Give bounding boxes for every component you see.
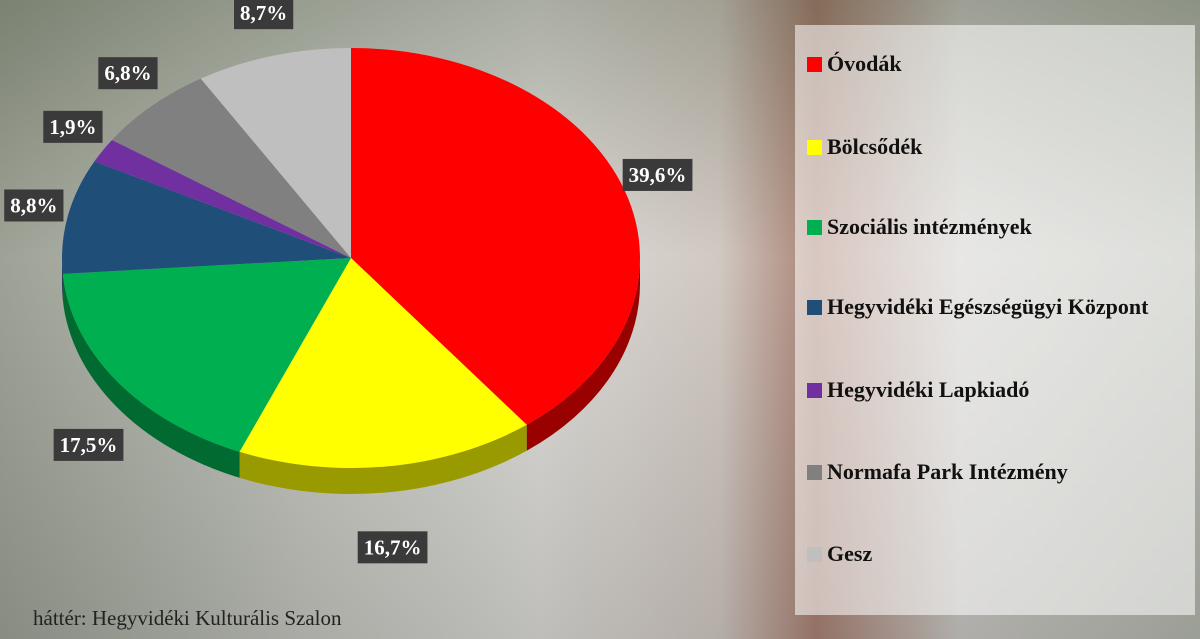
- data-label-text: 39,6%: [629, 163, 687, 187]
- data-label-text: 16,7%: [364, 535, 422, 559]
- data-label: 17,5%: [54, 429, 124, 461]
- legend-item: Gesz: [807, 539, 1187, 569]
- legend-swatch: [807, 57, 822, 72]
- legend-swatch: [807, 383, 822, 398]
- legend-item: Szociális intézmények: [807, 212, 1187, 242]
- legend-item: Hegyvidéki Lapkiadó: [807, 375, 1187, 405]
- legend-item: Óvodák: [807, 49, 1187, 79]
- legend-item: Hegyvidéki Egészségügyi Központ: [807, 292, 1187, 322]
- legend-swatch: [807, 220, 822, 235]
- legend-label: Bölcsődék: [827, 132, 1187, 162]
- legend-label: Hegyvidéki Lapkiadó: [827, 375, 1187, 405]
- legend-item: Normafa Park Intézmény: [807, 457, 1187, 487]
- legend-label: Gesz: [827, 539, 1187, 569]
- data-label: 8,8%: [4, 189, 63, 221]
- legend-swatch: [807, 140, 822, 155]
- legend-item: Bölcsődék: [807, 132, 1187, 162]
- legend: Óvodák Bölcsődék Szociális intézmények Hegy…: [795, 25, 1195, 615]
- legend-swatch: [807, 547, 822, 562]
- data-label-text: 8,7%: [240, 1, 287, 25]
- page: {"chart_data": {"type": "pie", "categori…: [0, 0, 1200, 639]
- data-label-text: 17,5%: [60, 433, 118, 457]
- data-label: 8,7%: [234, 0, 293, 29]
- data-label-text: 8,8%: [10, 193, 57, 217]
- legend-label: Hegyvidéki Egészségügyi Központ: [827, 292, 1187, 322]
- legend-swatch: [807, 300, 822, 315]
- background-credit: háttér: Hegyvidéki Kulturális Szalon: [33, 606, 342, 631]
- legend-swatch: [807, 465, 822, 480]
- legend-label: Szociális intézmények: [827, 212, 1187, 242]
- legend-label: Normafa Park Intézmény: [827, 457, 1187, 487]
- data-label: 16,7%: [358, 531, 428, 563]
- data-label-text: 6,8%: [104, 61, 151, 85]
- data-label: 6,8%: [98, 57, 157, 89]
- legend-label: Óvodák: [827, 49, 1187, 79]
- data-label: 1,9%: [43, 111, 102, 143]
- data-label-text: 1,9%: [49, 115, 96, 139]
- data-label: 39,6%: [623, 159, 693, 191]
